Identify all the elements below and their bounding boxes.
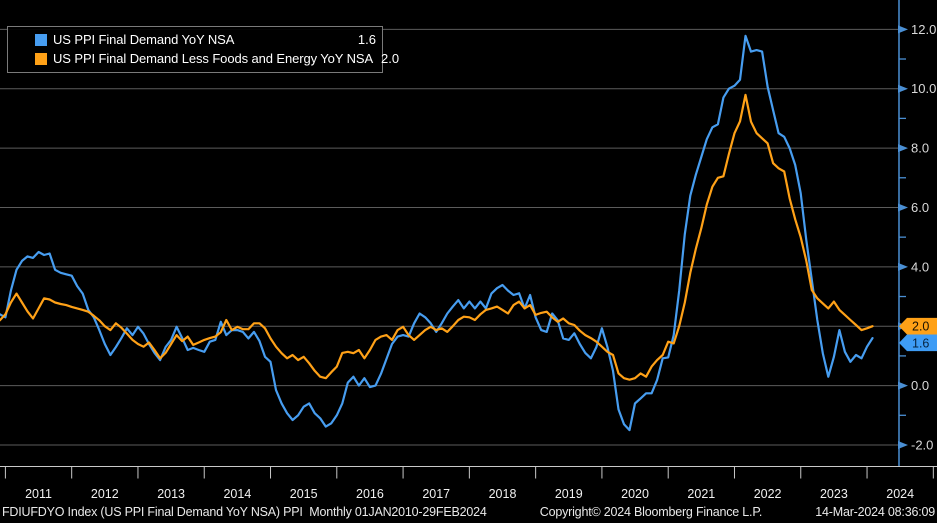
y-tick-label: 6.0 bbox=[911, 200, 929, 215]
y-tick-arrow-icon bbox=[898, 381, 908, 390]
y-tick-arrow-icon bbox=[898, 25, 908, 34]
x-year-label: 2016 bbox=[356, 487, 384, 501]
series-swatch-icon bbox=[35, 33, 47, 46]
series-swatch-icon bbox=[35, 52, 47, 65]
last-value-tag bbox=[899, 317, 937, 335]
x-year-label: 2020 bbox=[621, 487, 649, 501]
x-year-label: 2021 bbox=[687, 487, 715, 501]
y-tick-label: -2.0 bbox=[911, 437, 933, 452]
y-tick-arrow-icon bbox=[898, 262, 908, 271]
y-tick-label: 10.0 bbox=[911, 81, 936, 96]
last-value-tag-label: 2.0 bbox=[912, 320, 929, 334]
legend-item-ppi-final-demand[interactable]: US PPI Final Demand YoY NSA 1.6 bbox=[35, 30, 376, 49]
x-year-label: 2013 bbox=[157, 487, 185, 501]
legend-last-value: 2.0 bbox=[381, 51, 400, 66]
x-year-label: 2014 bbox=[223, 487, 251, 501]
last-value-tag-label: 1.6 bbox=[912, 336, 929, 350]
x-year-label: 2012 bbox=[91, 487, 119, 501]
legend-item-ppi-core[interactable]: US PPI Final Demand Less Foods and Energ… bbox=[35, 49, 399, 68]
x-year-label: 2019 bbox=[555, 487, 583, 501]
y-tick-label: 4.0 bbox=[911, 259, 929, 274]
status-bar: FDIUFDYO Index (US PPI Final Demand YoY … bbox=[0, 501, 937, 523]
legend-label: US PPI Final Demand Less Foods and Energ… bbox=[53, 51, 374, 66]
legend-last-value: 1.6 bbox=[357, 32, 376, 47]
y-tick-arrow-icon bbox=[898, 440, 908, 449]
x-year-label: 2022 bbox=[754, 487, 782, 501]
x-year-label: 2011 bbox=[25, 487, 52, 501]
y-tick-label: 0.0 bbox=[911, 378, 929, 393]
copyright-text: Copyright© 2024 Bloomberg Finance L.P. bbox=[539, 505, 763, 519]
x-year-label: 2018 bbox=[489, 487, 517, 501]
y-tick-arrow-icon bbox=[898, 84, 908, 93]
y-tick-arrow-icon bbox=[898, 203, 908, 212]
last-value-tag bbox=[899, 334, 937, 352]
ticker-description: FDIUFDYO Index (US PPI Final Demand YoY … bbox=[2, 505, 487, 519]
chart-legend: US PPI Final Demand YoY NSA 1.6 US PPI F… bbox=[7, 26, 399, 73]
x-year-label: 2023 bbox=[820, 487, 848, 501]
timestamp: 14-Mar-2024 08:36:09 bbox=[815, 505, 935, 519]
y-tick-label: 8.0 bbox=[911, 141, 929, 156]
ppi-final-demand-line bbox=[0, 34, 874, 432]
y-tick-arrow-icon bbox=[898, 144, 908, 153]
y-tick-label: 12.0 bbox=[911, 22, 936, 37]
x-year-label: 2017 bbox=[422, 487, 450, 501]
x-year-label: 2024 bbox=[886, 487, 914, 501]
legend-label: US PPI Final Demand YoY NSA bbox=[53, 32, 235, 47]
x-year-label: 2015 bbox=[290, 487, 318, 501]
ppi-core-line bbox=[0, 93, 874, 381]
